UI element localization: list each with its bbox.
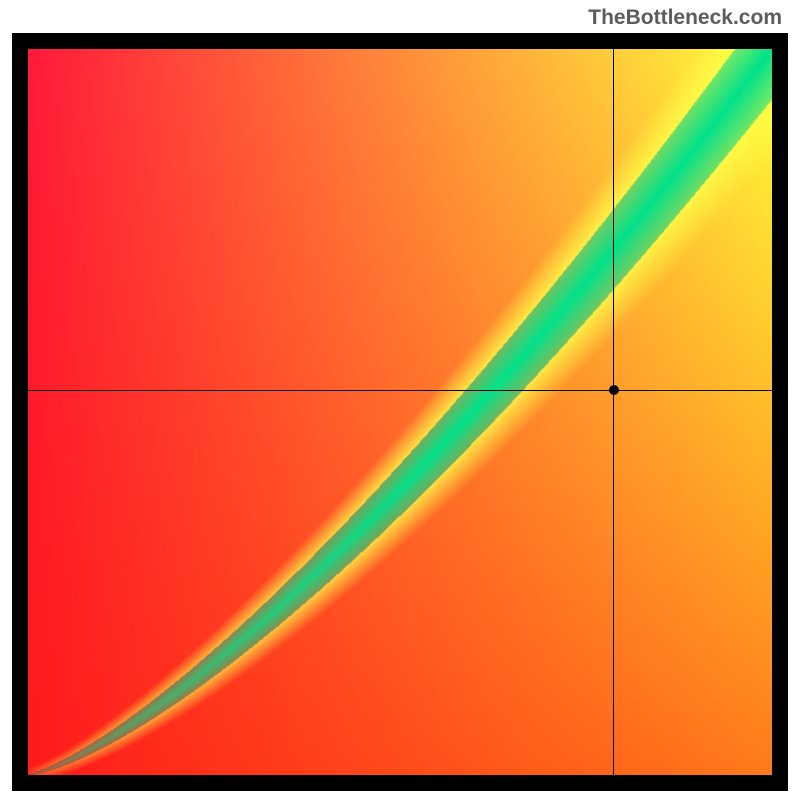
watermark-label: TheBottleneck.com — [588, 6, 782, 30]
frame-bottom — [12, 775, 788, 791]
crosshair-horizontal — [28, 390, 772, 391]
bottleneck-heatmap — [28, 49, 772, 775]
frame-left — [12, 33, 28, 791]
frame-top — [12, 33, 788, 49]
crosshair-marker — [609, 385, 619, 395]
crosshair-vertical — [613, 49, 614, 775]
chart-container: TheBottleneck.com — [0, 0, 800, 800]
frame-right — [772, 33, 788, 791]
